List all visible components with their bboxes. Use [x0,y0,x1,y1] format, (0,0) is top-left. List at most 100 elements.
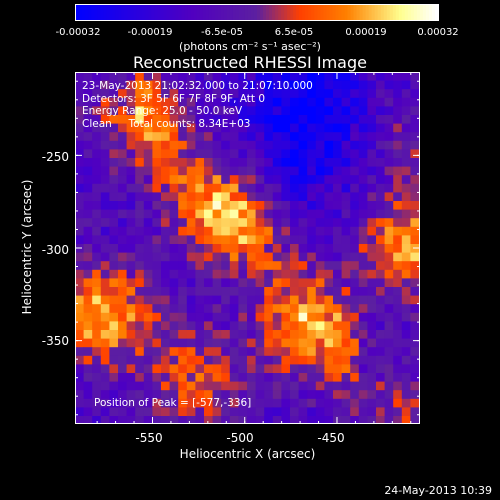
heatmap-cell [367,123,377,133]
chart-title: Reconstructed RHESSI Image [133,53,367,72]
heatmap-cell [152,175,162,185]
heatmap-cell [83,269,93,279]
colorbar-segment [257,5,261,20]
heatmap-cell [135,321,145,331]
heatmap-cell [315,381,325,391]
colorbar-segment [293,5,297,20]
heatmap-cell [75,261,84,271]
heatmap-cell [333,72,342,81]
heatmap-cell [350,209,360,219]
heatmap-cell [75,269,84,279]
heatmap-cell [367,355,377,365]
heatmap-cell [238,347,248,357]
colorbar-segment [302,5,306,20]
heatmap-cell [118,166,127,176]
heatmap-cell [221,72,231,81]
heatmap-cell [221,209,231,219]
heatmap-cell [92,398,102,408]
y-axis-label: Heliocentric Y (arcsec) [20,179,34,315]
colorbar-segment [166,5,171,20]
heatmap-cell [92,115,102,124]
heatmap-cell [204,132,213,142]
heatmap-cell [178,192,188,202]
heatmap-cell [186,149,196,159]
heatmap-cell [401,106,411,116]
heatmap-cell [358,89,368,99]
heatmap-cell [281,269,291,279]
heatmap-cell [307,132,317,142]
heatmap-cell [161,381,170,391]
heatmap-cell [118,209,127,219]
heatmap-cell [393,321,403,331]
heatmap-cell [393,390,403,400]
heatmap-cell [358,72,368,81]
heatmap-cell [350,390,360,400]
heatmap-cell [238,330,248,339]
heatmap-cell [341,132,351,142]
heatmap-cell [367,201,377,210]
heatmap-cell [83,140,93,150]
heatmap-cell [298,140,308,150]
heatmap-cell [118,330,127,339]
heatmap-cell [393,209,403,219]
heatmap-cell [178,261,188,271]
colorbar-segment [172,5,177,20]
heatmap-cell [161,338,170,348]
heatmap-cell [384,278,394,288]
heatmap-cell [100,261,110,271]
heatmap-cell [186,166,196,176]
heatmap-cell [109,304,119,314]
heatmap-cell [367,390,377,400]
heatmap-cell [401,201,411,210]
colorbar-segment [320,5,324,20]
heatmap-cell [264,295,274,305]
heatmap-cell [341,183,351,193]
heatmap-cell [238,338,248,348]
heatmap-cell [401,183,411,193]
heatmap-cell [341,252,351,262]
heatmap-cell [195,80,205,90]
heatmap-cell [109,398,119,408]
heatmap-cell [315,72,325,81]
heatmap-cell [290,115,299,124]
heatmap-cell [272,373,282,382]
heatmap-cell [195,261,205,271]
heatmap-cell [195,304,205,314]
heatmap-cell [350,140,360,150]
colorbar-segment [389,5,394,20]
heatmap-cell [264,347,274,357]
heatmap-cell [83,183,93,193]
heatmap-cell [298,261,308,271]
heatmap-cell [384,209,394,219]
heatmap-cell [410,295,420,305]
heatmap-cell [109,235,119,245]
heatmap-cell [118,252,127,262]
heatmap-cell [281,89,291,99]
clean-counts-text: Clean Total counts: 8.34E+03 [82,117,251,130]
colorbar-segment [202,5,207,20]
heatmap-cell [393,330,403,339]
heatmap-cell [221,416,231,424]
heatmap-cell [247,321,256,331]
colorbar-segment [235,5,240,20]
heatmap-cell [350,407,360,417]
plot-timestamp: 24-May-2013 10:39 [384,484,492,497]
heatmap-cell [126,175,136,185]
heatmap-cell [152,416,162,424]
heatmap-cell [272,407,282,417]
heatmap-cell [384,183,394,193]
heatmap-cell [178,244,188,253]
heatmap-cell [100,89,110,99]
colorbar-segment [386,5,391,20]
heatmap-cell [229,373,239,382]
heatmap-cell [384,321,394,331]
heatmap-cell [169,149,179,159]
heatmap-cell [367,416,377,424]
heatmap-cell [358,269,368,279]
heatmap-cell [143,80,153,90]
heatmap-cell [152,381,162,391]
heatmap-cell [204,312,213,322]
heatmap-cell [109,321,119,331]
heatmap-cell [169,201,179,210]
heatmap-cell [255,407,265,417]
